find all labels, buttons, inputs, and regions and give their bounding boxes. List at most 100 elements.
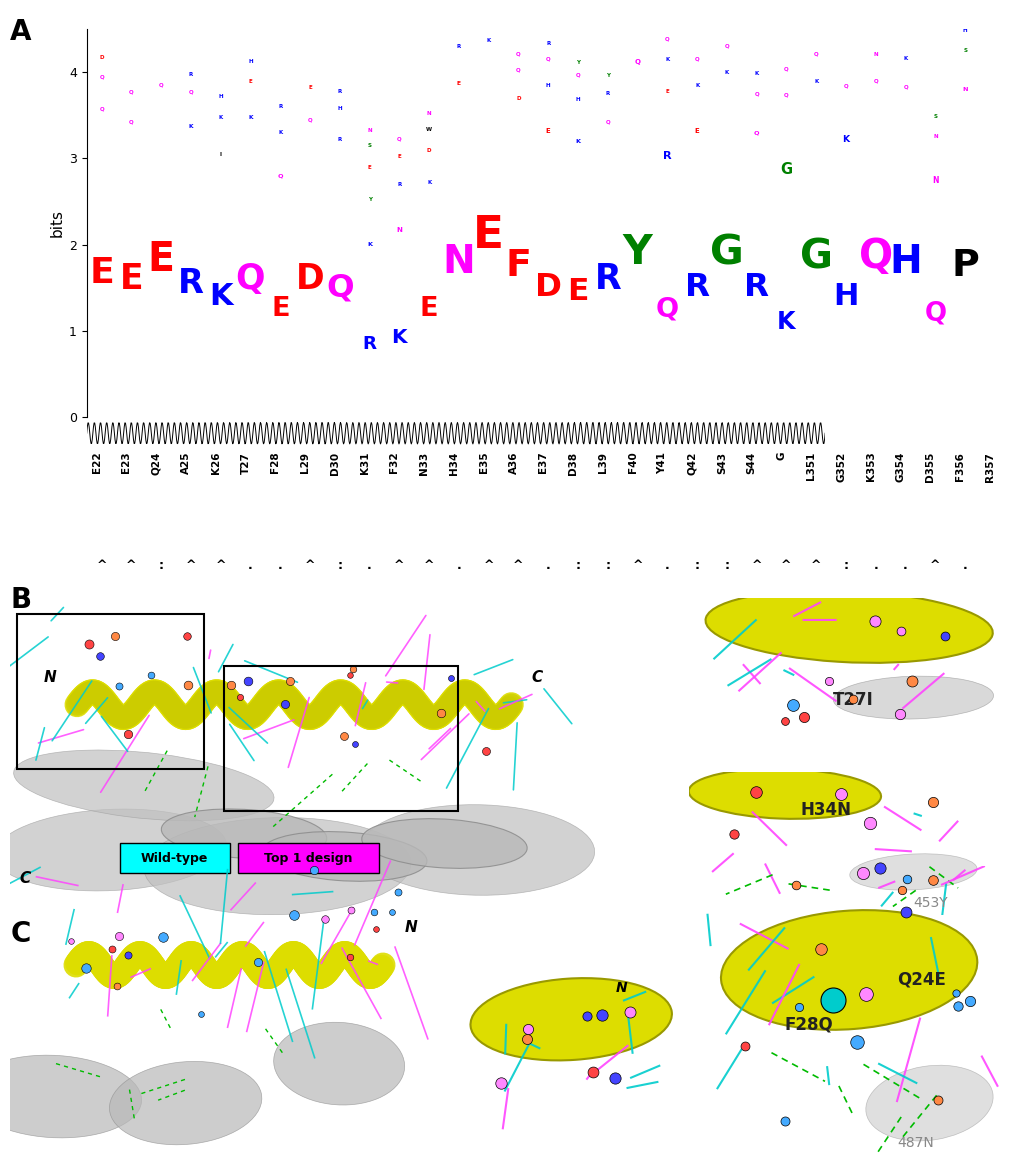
Text: ^: ^ xyxy=(305,559,315,573)
Text: S: S xyxy=(367,143,371,148)
Ellipse shape xyxy=(0,1055,142,1138)
Text: K: K xyxy=(189,123,193,129)
Text: H: H xyxy=(545,83,550,88)
Text: :: : xyxy=(159,559,163,573)
Text: C: C xyxy=(10,920,31,949)
Text: E: E xyxy=(545,128,550,134)
Text: :: : xyxy=(337,559,342,573)
Bar xyxy=(17,614,204,769)
Text: ^: ^ xyxy=(185,559,196,573)
Y-axis label: bits: bits xyxy=(50,209,65,237)
Text: ^: ^ xyxy=(215,559,226,573)
Text: Q: Q xyxy=(575,73,580,77)
Text: Q: Q xyxy=(813,52,818,56)
Ellipse shape xyxy=(109,1061,262,1145)
Text: :: : xyxy=(604,559,609,573)
Text: Y41: Y41 xyxy=(656,452,666,473)
Text: F356: F356 xyxy=(954,452,964,480)
Text: N: N xyxy=(872,52,877,56)
Text: ^: ^ xyxy=(810,559,820,573)
Ellipse shape xyxy=(470,978,672,1060)
Text: :: : xyxy=(723,559,729,573)
Text: Q: Q xyxy=(99,74,104,79)
Text: Q24: Q24 xyxy=(151,452,161,475)
Text: K: K xyxy=(427,180,431,184)
Text: Wild-type: Wild-type xyxy=(141,851,208,865)
Text: Q: Q xyxy=(753,130,759,135)
Text: D: D xyxy=(486,18,490,22)
Text: K: K xyxy=(278,130,282,135)
Text: N: N xyxy=(44,670,56,686)
Text: H: H xyxy=(218,94,223,99)
Text: L39: L39 xyxy=(597,452,607,473)
Text: R: R xyxy=(545,41,550,47)
Text: D30: D30 xyxy=(329,452,339,474)
Text: F28: F28 xyxy=(270,452,280,473)
Text: H: H xyxy=(575,96,580,102)
Text: R: R xyxy=(177,266,204,299)
Text: ^: ^ xyxy=(632,559,642,573)
Bar xyxy=(120,843,229,873)
Text: .: . xyxy=(545,559,550,573)
Text: R: R xyxy=(744,272,768,303)
Text: Y: Y xyxy=(367,197,371,202)
Ellipse shape xyxy=(0,809,226,891)
Text: Q: Q xyxy=(516,68,521,73)
Text: Y: Y xyxy=(605,73,609,79)
Text: P: P xyxy=(951,248,978,284)
Text: Q: Q xyxy=(923,301,946,326)
Text: E37: E37 xyxy=(538,452,548,473)
Text: ^: ^ xyxy=(781,559,791,573)
Text: :: : xyxy=(575,559,580,573)
Ellipse shape xyxy=(261,831,427,882)
Ellipse shape xyxy=(361,804,594,896)
Text: Top 1 design: Top 1 design xyxy=(264,851,353,865)
Text: G354: G354 xyxy=(895,452,905,483)
Text: Q: Q xyxy=(858,237,892,277)
Bar xyxy=(224,666,458,811)
Text: Y: Y xyxy=(576,60,580,65)
Text: E: E xyxy=(89,256,114,290)
Text: F: F xyxy=(505,248,531,284)
Text: B: B xyxy=(10,586,32,614)
Text: ^: ^ xyxy=(513,559,523,573)
Text: .: . xyxy=(872,559,877,573)
Text: N: N xyxy=(426,110,431,116)
Text: Q: Q xyxy=(129,120,133,124)
Text: .: . xyxy=(248,559,253,573)
Text: R: R xyxy=(662,151,672,161)
Ellipse shape xyxy=(688,769,880,818)
Text: K: K xyxy=(842,135,849,143)
Text: K: K xyxy=(754,70,758,76)
Text: F28Q: F28Q xyxy=(785,1016,833,1033)
Text: F32: F32 xyxy=(389,452,399,473)
Text: ^: ^ xyxy=(929,559,940,573)
Text: K: K xyxy=(664,58,668,62)
Text: ^: ^ xyxy=(96,559,107,573)
Text: E: E xyxy=(271,296,289,322)
Text: T27I: T27I xyxy=(833,690,873,709)
Text: ^: ^ xyxy=(126,559,137,573)
Text: N: N xyxy=(442,243,475,281)
Text: K31: K31 xyxy=(360,452,369,474)
Text: E: E xyxy=(308,85,312,90)
Text: N: N xyxy=(367,128,372,133)
Text: G: G xyxy=(775,452,786,460)
Text: S: S xyxy=(962,48,966,53)
Text: E: E xyxy=(420,296,438,322)
Text: K: K xyxy=(813,79,817,83)
Ellipse shape xyxy=(849,853,976,890)
Text: H: H xyxy=(248,59,253,65)
Text: Q: Q xyxy=(664,36,669,41)
Text: R: R xyxy=(189,72,193,77)
Text: Q: Q xyxy=(903,85,907,90)
Text: E22: E22 xyxy=(92,452,102,473)
Text: K: K xyxy=(209,282,232,311)
Text: K: K xyxy=(694,83,699,88)
Text: 453Y: 453Y xyxy=(913,897,947,911)
Text: Q: Q xyxy=(754,92,758,96)
Bar xyxy=(238,843,378,873)
Text: A: A xyxy=(10,18,32,46)
Ellipse shape xyxy=(865,1065,993,1141)
Text: K: K xyxy=(486,38,490,42)
